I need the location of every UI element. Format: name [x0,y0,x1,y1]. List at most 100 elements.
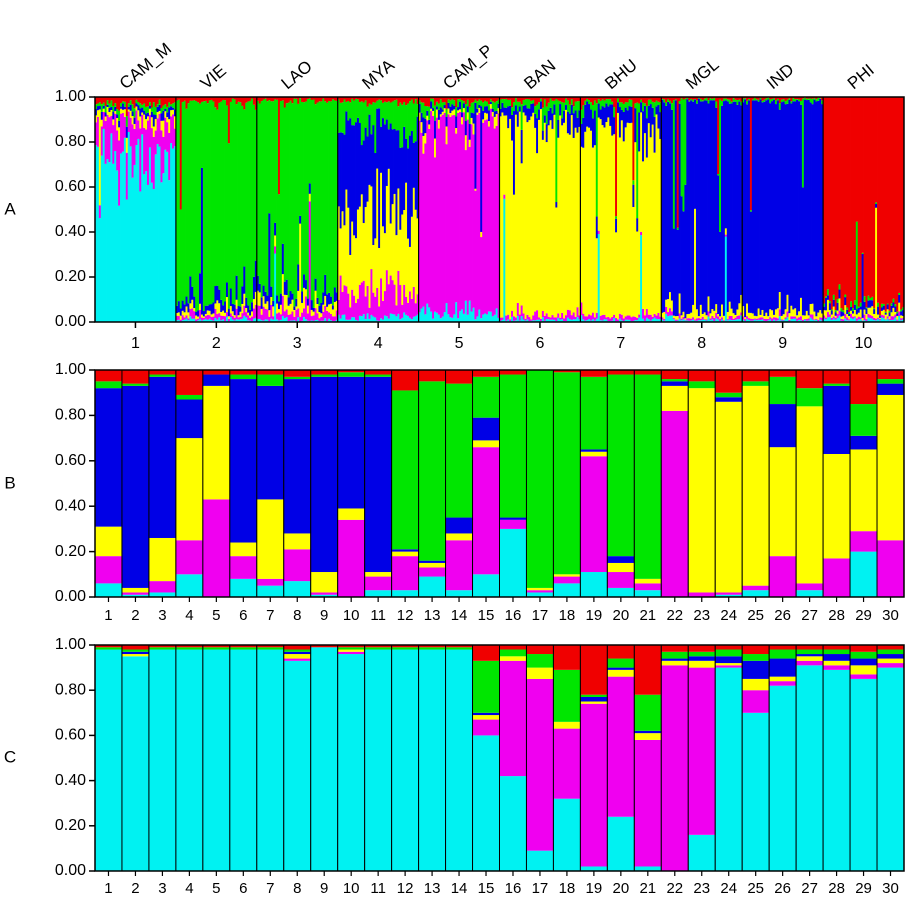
individual-bar-ban-red [566,97,570,101]
individual-bar-lao-magenta [283,311,287,319]
individual-bar-ban-blue [511,114,514,141]
y-tick-label: 0.40 [55,772,86,789]
individual-bar-bhu-red [634,97,637,104]
individual-bar-ind-yellow [763,315,766,319]
individual-bar-mgl-blue [688,101,691,314]
individual-bar-mgl-green [719,99,722,232]
individual-bar-cam_p-blue [434,120,437,139]
individual-bar-ban-red [501,97,504,100]
cluster-bar-16-red [499,645,527,650]
individual-bar-phi-green [865,307,868,309]
x-tick-label: 5 [212,607,220,624]
individual-bar-cam_p-magenta [497,113,500,318]
cluster-bar-23-blue [688,656,716,661]
individual-bar-lao-red [320,97,323,102]
cluster-bar-24-yellow [715,401,743,593]
individual-bar-ban-yellow [551,128,554,316]
individual-bar-bhu-magenta [651,316,654,319]
individual-bar-vie-cyan [218,317,221,322]
individual-bar-mgl-blue [717,175,720,314]
cluster-bar-28-blue [823,654,851,661]
individual-bar-ind-red [796,97,799,100]
individual-bar-cam_m-magenta [118,140,121,206]
individual-bar-ind-magenta [765,319,768,322]
individual-bar-phi-green [892,298,895,303]
individual-bar-ban-magenta [559,317,562,320]
individual-bar-lao-yellow [262,296,265,307]
individual-bar-vie-green [195,101,198,312]
individual-bar-vie-cyan [254,317,258,322]
individual-bar-lao-green [291,103,294,294]
cluster-bar-30-magenta [877,663,904,668]
individual-bar-lao-blue [289,291,292,304]
individual-bar-ban-green [524,99,527,106]
cluster-bar-27-green [796,649,824,655]
individual-bar-cam_p-green [464,103,468,121]
individual-bar-mgl-blue [682,211,685,312]
individual-bar-cam_p-magenta [437,128,441,315]
individual-bar-mgl-green [695,100,699,104]
individual-bar-vie-cyan [187,320,190,322]
individual-bar-cam_m-green [143,103,146,111]
individual-bar-lao-blue [266,295,269,302]
individual-bar-cam_p-red [418,97,421,101]
individual-bar-bhu-magenta [582,313,585,320]
individual-bar-mgl-cyan [703,319,707,322]
cluster-bar-21-green [634,694,662,731]
individual-bar-mya-red [412,97,416,104]
individual-bar-phi-magenta [890,316,893,320]
individual-bar-phi-blue [869,300,872,308]
individual-bar-cam_p-red [482,97,485,103]
individual-bar-cam_p-yellow [439,114,443,117]
individual-bar-mya-cyan [408,317,412,322]
individual-bar-mgl-green [676,227,680,230]
individual-bar-ban-cyan [534,320,537,322]
individual-bar-bhu-blue [620,109,624,121]
individual-bar-mgl-red [661,97,664,99]
individual-bar-cam_m-green [162,105,165,111]
individual-bar-mgl-blue [721,105,724,305]
individual-bar-phi-magenta [832,316,836,319]
individual-bar-lao-green [277,194,281,302]
individual-bar-cam_p-magenta [480,237,483,319]
individual-bar-ban-red [516,97,520,102]
individual-bar-lao-blue [291,293,294,300]
individual-bar-ind-blue [817,100,820,313]
cluster-bar-23-magenta [688,592,716,597]
x-tick-label: 6 [239,880,247,897]
individual-bar-phi-green [878,315,882,317]
cluster-bar-10-blue [337,376,365,509]
individual-bar-cam_m-yellow [166,117,169,123]
individual-bar-cam_m-blue [164,109,167,112]
individual-bar-ban-green [501,99,504,103]
individual-bar-phi-red [848,97,851,313]
individual-bar-cam_m-magenta [145,129,148,172]
individual-bar-bhu-magenta [655,315,658,319]
individual-bar-lao-magenta [270,305,273,319]
individual-bar-mya-yellow [387,168,391,285]
individual-bar-bhu-green [649,99,653,105]
individual-bar-lao-blue [328,292,331,305]
individual-bar-mya-cyan [366,313,369,322]
individual-bar-mgl-red [726,97,730,100]
individual-bar-vie-red [243,97,246,110]
individual-bar-ind-red [755,97,759,100]
individual-bar-cam_m-cyan [100,155,104,322]
individual-bar-lao-magenta [303,308,306,317]
individual-bar-lao-magenta [258,305,262,319]
individual-bar-lao-yellow [281,274,285,296]
individual-bar-ind-yellow [796,315,799,319]
individual-bar-mya-yellow [341,211,344,293]
cluster-bar-15-blue [472,417,500,441]
cluster-bar-18-red [553,370,581,373]
individual-bar-cam_p-cyan [435,312,439,322]
individual-bar-cam_p-magenta [443,112,446,313]
individual-bar-mya-blue [341,132,344,212]
individual-bar-bhu-magenta [626,315,629,320]
population-label-ban: BAN [520,56,559,93]
individual-bar-ban-yellow [522,112,525,314]
cluster-bar-2-blue [121,385,149,588]
individual-bar-cam_p-blue [445,116,448,127]
cluster-bar-2-yellow [121,587,149,593]
individual-bar-cam_m-yellow [145,119,148,130]
